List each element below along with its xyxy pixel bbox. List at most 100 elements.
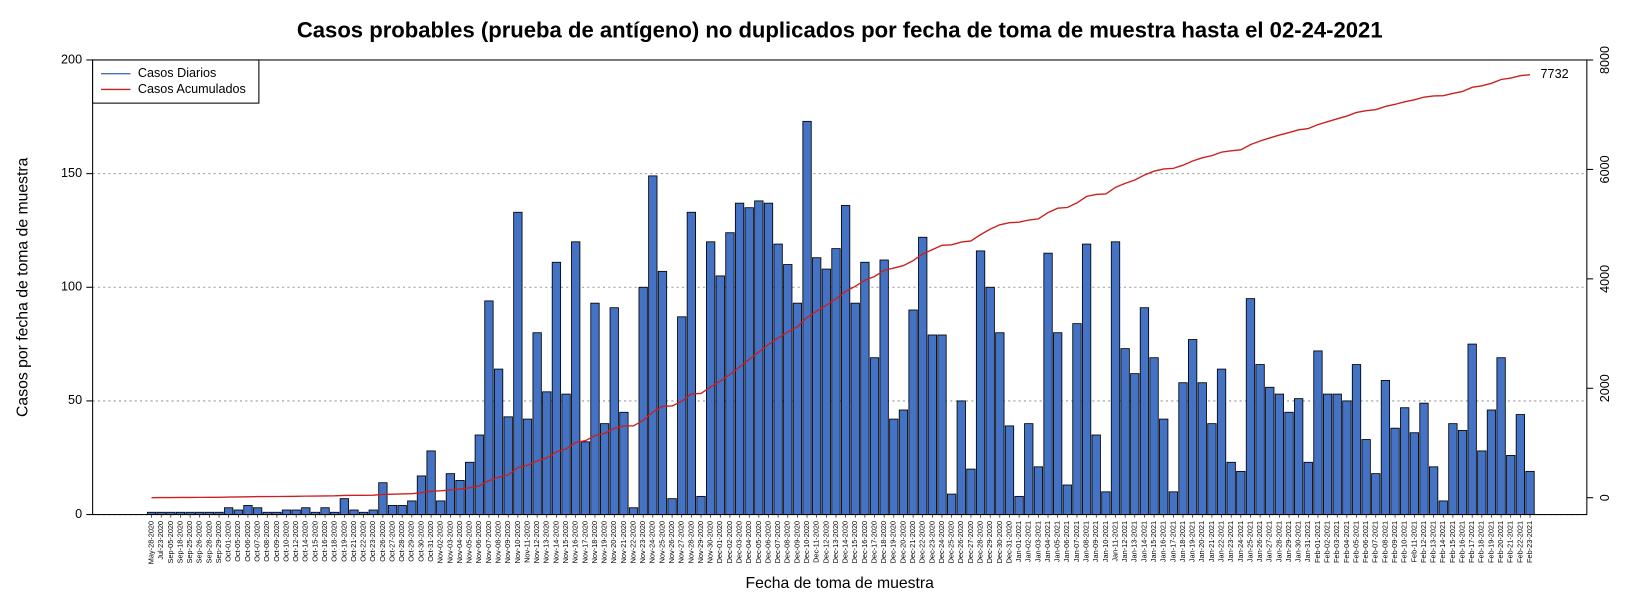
x-tick-label: Dec-27-2020 [966, 521, 975, 564]
bar [966, 468, 976, 515]
bar [551, 261, 562, 515]
x-tick-label: Dec-08-2020 [783, 521, 792, 564]
bar [1033, 466, 1044, 515]
x-tick-label: Dec-11-2020 [812, 521, 821, 563]
x-tick-label: Oct-29-2020 [407, 521, 416, 562]
x-tick-label: Feb-10-2021 [1400, 521, 1409, 563]
x-tick-label: Jan-11-2021 [1110, 521, 1119, 562]
bar [686, 211, 696, 515]
bar [1303, 461, 1313, 515]
bar [1024, 423, 1034, 515]
x-tick-label: Jan-22-2021 [1216, 521, 1225, 562]
x-tick-label: Nov-04-2020 [455, 521, 464, 564]
x-tick-label: Dec-15-2020 [850, 521, 859, 564]
x-tick-label: Dec-05-2020 [754, 521, 763, 564]
bar [1448, 423, 1458, 515]
chart-title: Casos probables (prueba de antígeno) no … [297, 17, 1383, 42]
x-tick-label: Dec-12-2020 [821, 521, 830, 564]
x-tick-label: Oct-30-2020 [416, 521, 425, 562]
bar [1081, 243, 1092, 515]
bar [1120, 348, 1130, 515]
bar [561, 393, 571, 515]
line [151, 73, 1531, 499]
bar [792, 302, 803, 515]
bar [291, 509, 301, 515]
x-tick-label: Oct-01-2020 [224, 521, 233, 562]
x-tick-label: Jan-26-2021 [1255, 521, 1264, 562]
bar [1014, 495, 1024, 515]
x-tick-label: Feb-01-2021 [1313, 521, 1322, 563]
x-tick-label: Dec-23-2020 [927, 521, 936, 564]
bar [436, 500, 446, 515]
x-tick-label: Sep-26-2020 [195, 521, 204, 564]
x-tick-label: Jan-27-2021 [1265, 521, 1274, 562]
x-tick-label: Oct-09-2020 [272, 521, 281, 562]
x-tick-label: Nov-09-2020 [503, 521, 512, 564]
legend-label: Casos Acumulados [138, 82, 246, 96]
x-tick-label: Dec-02-2020 [725, 521, 734, 564]
x-tick-label: Jul-23-2020 [156, 521, 165, 560]
bar [1274, 393, 1285, 515]
bar [599, 423, 610, 515]
x-tick-label: Dec-14-2020 [841, 521, 850, 564]
bar [869, 357, 880, 515]
x-tick-label: Feb-08-2021 [1380, 521, 1389, 563]
x-tick-label: Dec-19-2020 [889, 521, 898, 564]
x-tick-label: Jan-30-2021 [1294, 521, 1303, 562]
x-tick-label: Dec-24-2020 [937, 521, 946, 564]
bar [1428, 466, 1439, 515]
x-tick-label: Oct-10-2020 [281, 521, 290, 562]
x-tick-label: Nov-20-2020 [609, 521, 618, 564]
bar [416, 475, 427, 515]
x-tick-label: Oct-28-2020 [397, 521, 406, 562]
bar [426, 450, 436, 515]
bar [889, 418, 899, 515]
x-tick-label: Feb-23-2021 [1525, 521, 1534, 563]
bar [349, 509, 359, 515]
x-tick-label: Feb-11-2021 [1409, 521, 1418, 563]
x-tick-label: Oct-15-2020 [310, 521, 319, 562]
x-tick-label: Nov-26-2020 [667, 521, 676, 564]
x-tick-label: Dec-25-2020 [947, 521, 956, 564]
y-tick-label: 0 [75, 507, 82, 521]
bar [397, 505, 407, 515]
x-tick-label: Nov-12-2020 [532, 521, 541, 564]
bar [1197, 382, 1207, 515]
bar [706, 241, 716, 515]
y2-tick-label: 0 [1598, 494, 1612, 501]
bar [1419, 402, 1429, 515]
bar [243, 505, 253, 515]
bar [840, 205, 851, 515]
x-tick-label: Nov-17-2020 [580, 521, 589, 564]
x-tick-label: Jan-13-2021 [1130, 521, 1139, 562]
x-tick-label: Jan-28-2021 [1274, 521, 1283, 562]
bar [1091, 434, 1101, 515]
bar [1496, 357, 1506, 515]
bar [445, 473, 456, 515]
x-tick-label: Nov-11-2020 [522, 521, 531, 563]
x-tick-label: Jan-29-2021 [1284, 521, 1293, 562]
bar [1313, 350, 1323, 515]
x-tick-label: Oct-21-2020 [349, 521, 358, 562]
x-tick-label: Nov-25-2020 [657, 521, 666, 564]
x-tick-label: Feb-21-2021 [1506, 521, 1515, 563]
bar [927, 334, 937, 515]
x-tick-label: Nov-16-2020 [571, 521, 580, 564]
bar [1477, 450, 1487, 515]
y-tick-label: 50 [68, 393, 82, 407]
x-tick-label: Jan-18-2021 [1178, 521, 1187, 562]
x-tick-label: Dec-18-2020 [879, 521, 888, 564]
x-tick-label: Oct-31-2020 [426, 521, 435, 562]
bar [301, 507, 311, 515]
bar [947, 493, 957, 515]
x-tick-label: Feb-19-2021 [1486, 521, 1495, 563]
x-tick-label: Jan-24-2021 [1236, 521, 1245, 562]
bar [368, 509, 378, 515]
x-tick-label: Dec-29-2020 [985, 521, 994, 564]
x-tick-label: Feb-17-2021 [1467, 521, 1476, 563]
x-tick-label: Jan-25-2021 [1245, 521, 1254, 562]
x-tick-label: Jan-10-2021 [1101, 521, 1110, 562]
x-tick-label: Feb-15-2021 [1448, 521, 1457, 563]
y-axis-label: Casos por fecha de toma de muestra [14, 157, 31, 417]
x-tick-label: Sep-25-2020 [185, 521, 194, 564]
